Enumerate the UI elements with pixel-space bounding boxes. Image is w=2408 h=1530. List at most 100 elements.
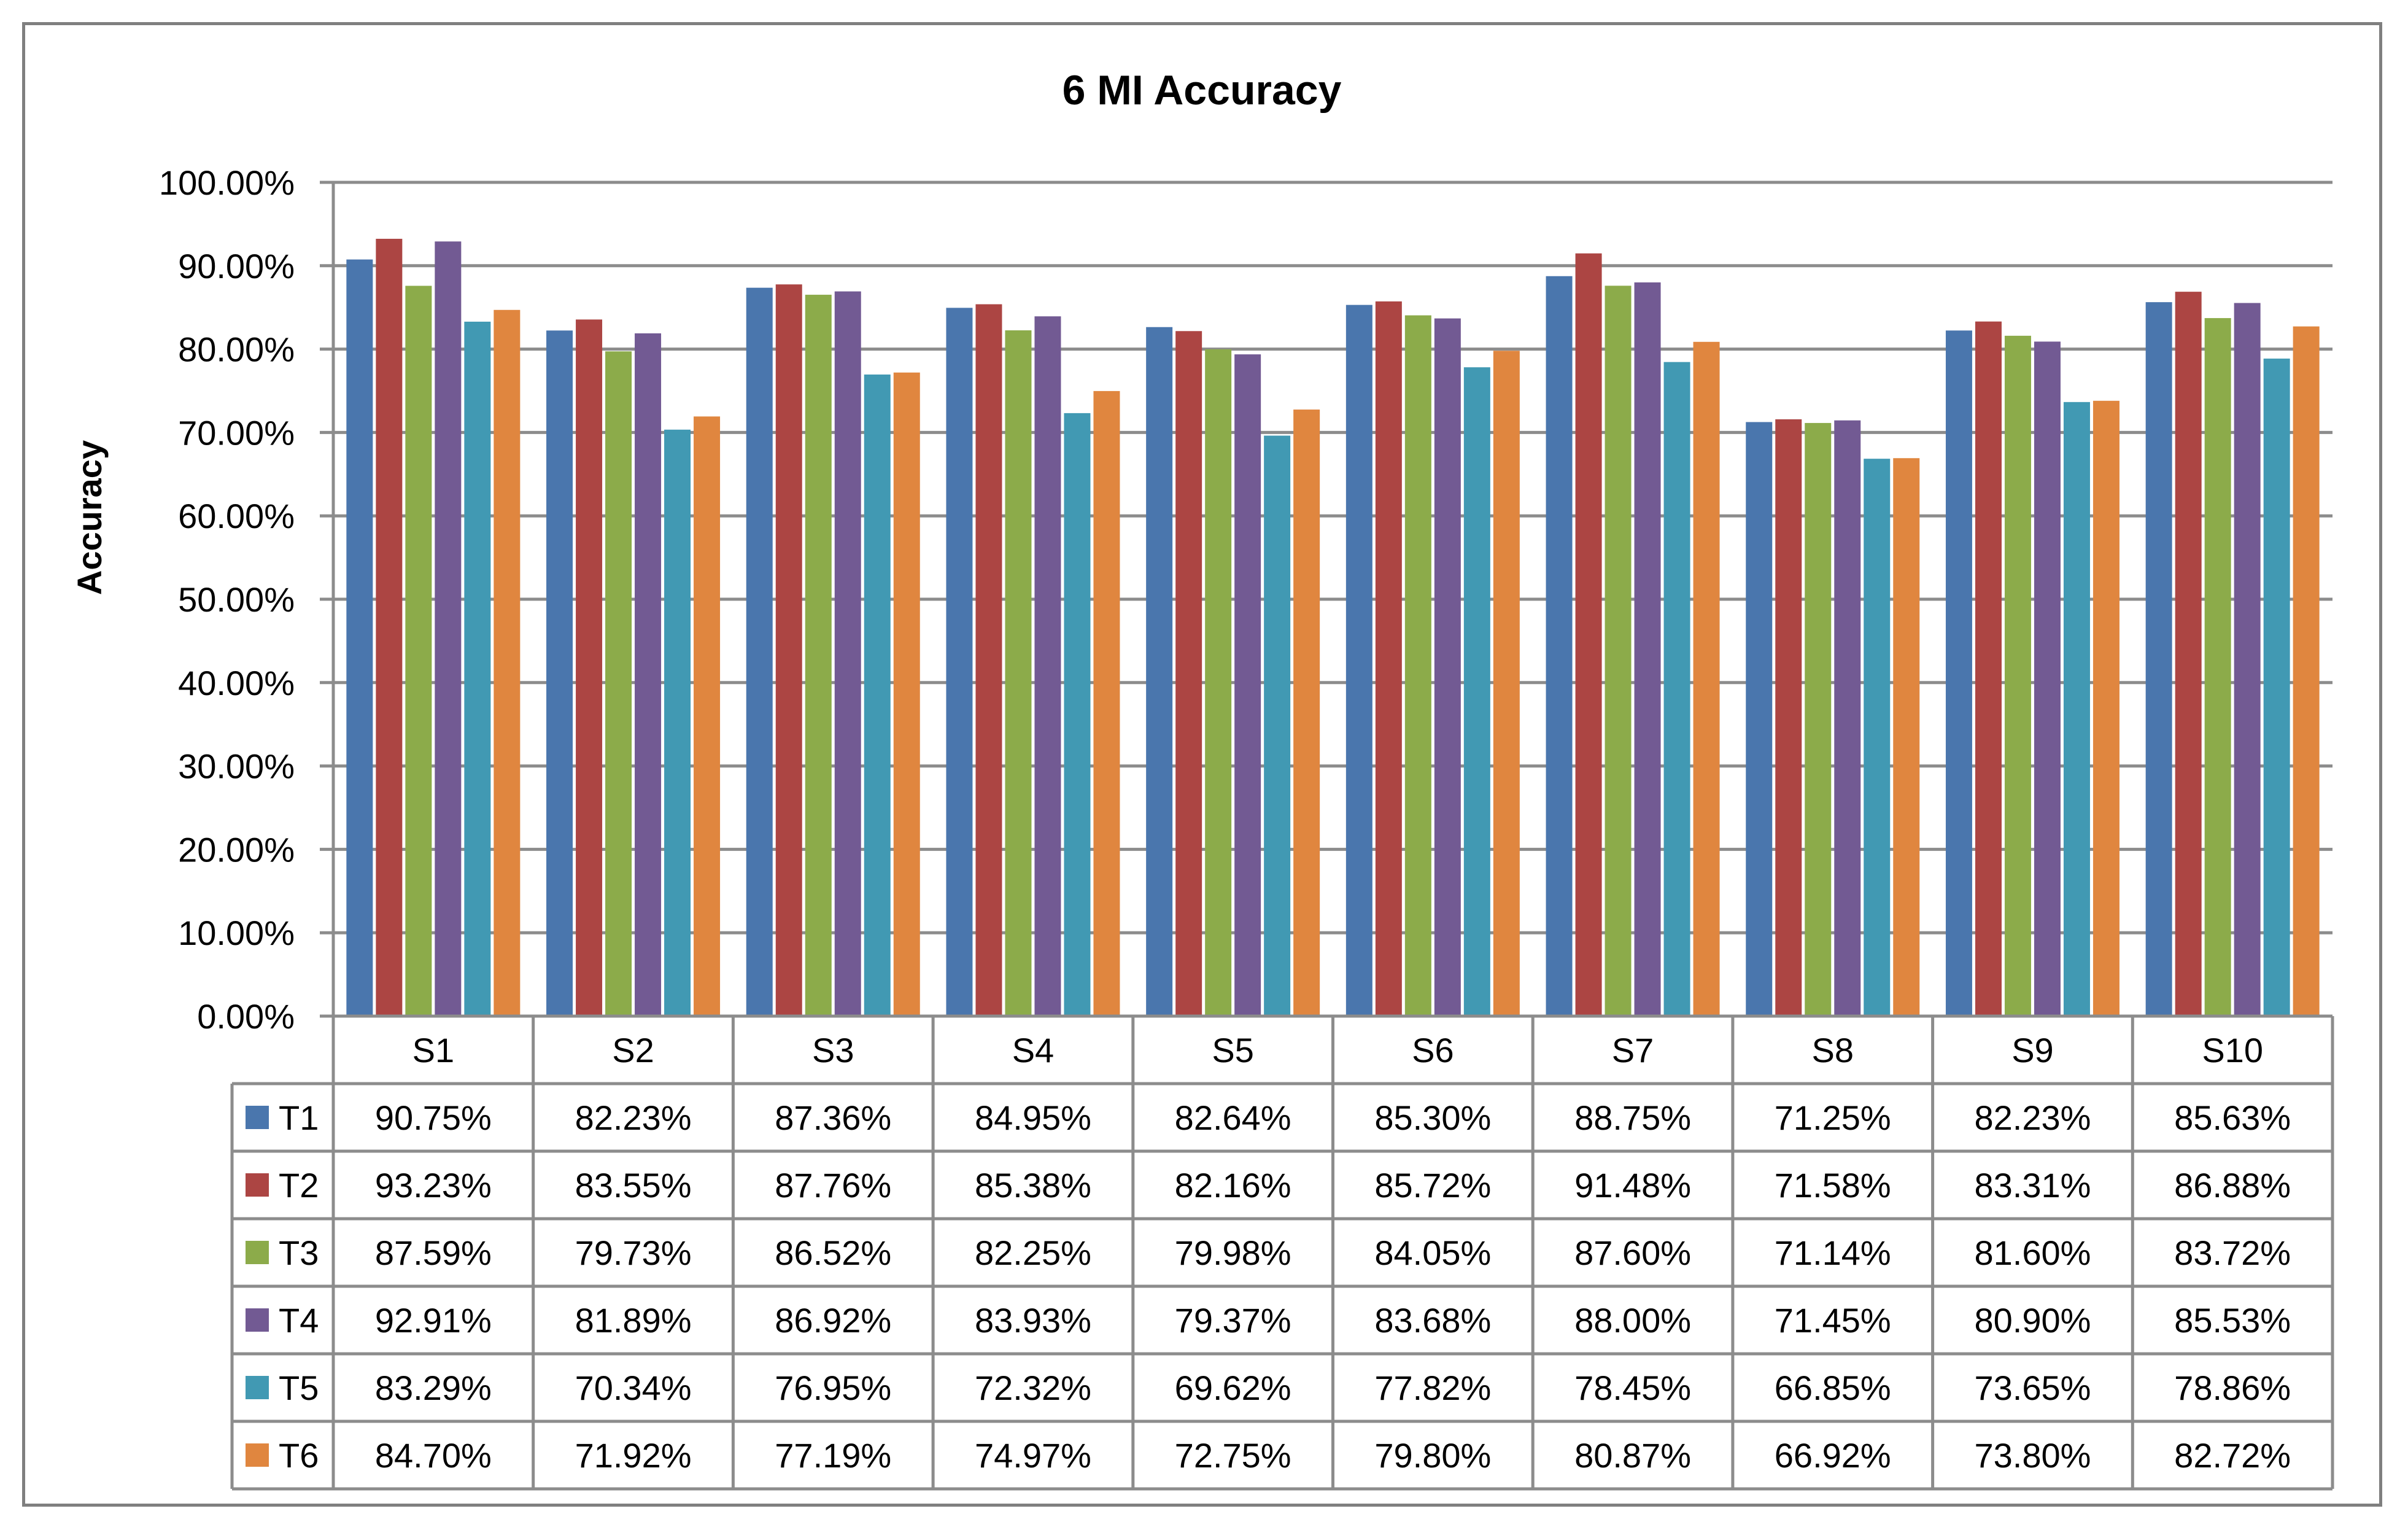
y-tick-label: 40.00% (178, 664, 295, 702)
table-cell: 71.58% (1775, 1166, 1891, 1205)
bar-t4-s8 (1834, 420, 1861, 1016)
category-label: S4 (1012, 1031, 1055, 1070)
bar-t6-s9 (2092, 400, 2120, 1016)
bar-t3-s4 (1005, 330, 1032, 1017)
bar-t5-s7 (1663, 362, 1690, 1017)
series-name: T6 (279, 1436, 319, 1475)
table-cell: 83.29% (375, 1369, 492, 1407)
table-cell: 78.86% (2174, 1369, 2291, 1407)
bar-t3-s8 (1805, 422, 1832, 1016)
bar-t6-s3 (893, 372, 920, 1017)
table-cell: 80.87% (1574, 1436, 1691, 1475)
y-tick-label: 100.00% (159, 163, 295, 202)
bar-t1-s5 (1146, 327, 1173, 1016)
bar-t2-s4 (975, 304, 1002, 1017)
y-tick-label: 70.00% (178, 413, 295, 452)
bar-t2-s7 (1575, 253, 1602, 1016)
bar-t6-s7 (1693, 341, 1720, 1016)
bar-t2-s2 (576, 319, 603, 1016)
table-cell: 83.93% (975, 1301, 1091, 1340)
table-cell: 82.23% (1974, 1098, 2091, 1137)
chart-title: 6 MI Accuracy (1063, 67, 1342, 114)
table-cell: 83.31% (1974, 1166, 2091, 1205)
table-cell: 78.45% (1574, 1369, 1691, 1407)
table-cell: 84.95% (975, 1098, 1091, 1137)
legend-key-t2 (246, 1173, 269, 1197)
table-cell: 82.23% (575, 1098, 692, 1137)
table-cell: 87.76% (775, 1166, 891, 1205)
bar-t4-s10 (2234, 303, 2261, 1017)
y-tick-label: 90.00% (178, 247, 295, 285)
bar-t6-s5 (1293, 410, 1320, 1016)
bar-t6-s1 (494, 309, 521, 1017)
table-cell: 82.72% (2174, 1436, 2291, 1475)
bar-t3-s1 (405, 285, 432, 1016)
bar-t3-s7 (1605, 285, 1632, 1017)
bar-t5-s9 (2063, 402, 2090, 1016)
bar-t1-s6 (1345, 305, 1372, 1017)
bar-t4-s7 (1634, 282, 1661, 1017)
y-tick-label: 30.00% (178, 747, 295, 786)
bar-t2-s6 (1375, 301, 1402, 1017)
y-tick-label: 20.00% (178, 830, 295, 869)
bar-t6-s10 (2293, 326, 2320, 1017)
bar-t3-s3 (805, 295, 832, 1017)
table-cell: 88.00% (1574, 1301, 1691, 1340)
table-cell: 93.23% (375, 1166, 492, 1205)
table-cell: 84.05% (1374, 1233, 1491, 1272)
series-name: T5 (279, 1369, 319, 1407)
bar-t1-s9 (1945, 330, 1972, 1016)
bar-t6-s6 (1493, 351, 1520, 1017)
table-cell: 76.95% (775, 1369, 891, 1407)
series-name: T3 (279, 1233, 319, 1272)
bar-t5-s6 (1463, 367, 1490, 1017)
bar-t2-s10 (2175, 292, 2202, 1017)
table-cell: 71.45% (1775, 1301, 1891, 1340)
table-cell: 86.92% (775, 1301, 891, 1340)
bar-t1-s1 (346, 259, 373, 1016)
table-cell: 92.91% (375, 1301, 492, 1340)
category-label: S5 (1212, 1031, 1254, 1070)
bar-t3-s10 (2204, 318, 2231, 1016)
table-cell: 80.90% (1974, 1301, 2091, 1340)
table-cell: 73.65% (1974, 1369, 2091, 1407)
table-cell: 83.68% (1374, 1301, 1491, 1340)
table-cell: 71.92% (575, 1436, 692, 1475)
bar-t6-s8 (1893, 458, 1920, 1016)
category-label: S7 (1612, 1031, 1654, 1070)
table-cell: 81.60% (1974, 1233, 2091, 1272)
bar-t5-s10 (2263, 359, 2290, 1016)
bar-t3-s9 (2004, 335, 2031, 1016)
table-cell: 90.75% (375, 1098, 492, 1137)
table-cell: 85.53% (2174, 1301, 2291, 1340)
bar-t1-s4 (946, 308, 973, 1016)
legend-key-t4 (246, 1308, 269, 1332)
table-cell: 84.70% (375, 1436, 492, 1475)
legend-key-t5 (246, 1376, 269, 1399)
bar-t3-s2 (605, 351, 632, 1016)
bar-t5-s5 (1264, 435, 1291, 1016)
bar-t1-s3 (746, 287, 773, 1016)
table-cell: 85.72% (1374, 1166, 1491, 1205)
y-tick-label: 80.00% (178, 330, 295, 369)
table-cell: 85.63% (2174, 1098, 2291, 1137)
y-tick-label: 60.00% (178, 497, 295, 535)
y-tick-label: 0.00% (197, 997, 295, 1036)
table-cell: 66.85% (1775, 1369, 1891, 1407)
category-label: S2 (612, 1031, 654, 1070)
bar-t4-s2 (635, 333, 662, 1016)
bar-t5-s2 (664, 429, 691, 1016)
table-cell: 72.32% (975, 1369, 1091, 1407)
legend-key-t1 (246, 1106, 269, 1129)
table-cell: 71.25% (1775, 1098, 1891, 1137)
table-cell: 82.16% (1175, 1166, 1291, 1205)
bar-t2-s9 (1975, 321, 2002, 1017)
table-cell: 82.25% (975, 1233, 1091, 1272)
bar-t4-s5 (1234, 354, 1261, 1016)
table-cell: 86.52% (775, 1233, 891, 1272)
table-cell: 79.37% (1175, 1301, 1291, 1340)
y-axis-title: Accuracy (70, 440, 109, 595)
y-tick-labels: 0.00% 10.00% 20.00% 30.00% 40.00% 50.00% 60.00… (159, 163, 295, 1036)
table-cell: 79.80% (1374, 1436, 1491, 1475)
